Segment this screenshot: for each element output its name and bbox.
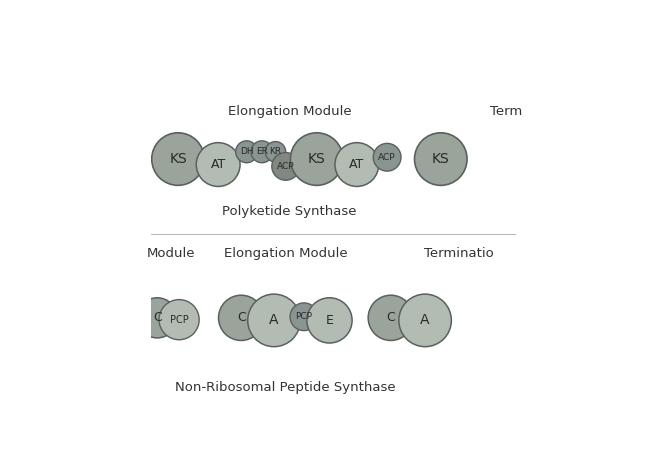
Circle shape	[265, 142, 286, 162]
Text: Elongation Module: Elongation Module	[227, 105, 351, 118]
Circle shape	[335, 143, 379, 186]
Text: Module: Module	[146, 247, 195, 261]
Text: DH: DH	[240, 147, 254, 156]
Circle shape	[272, 153, 300, 180]
Circle shape	[218, 295, 264, 340]
Circle shape	[399, 294, 451, 346]
Text: Non-Ribosomal Peptide Synthase: Non-Ribosomal Peptide Synthase	[176, 381, 396, 394]
Circle shape	[159, 300, 199, 340]
Circle shape	[248, 294, 300, 346]
Text: KS: KS	[169, 152, 187, 166]
Circle shape	[137, 298, 177, 338]
Text: PCP: PCP	[170, 315, 188, 325]
Circle shape	[236, 141, 257, 163]
Text: Term: Term	[490, 105, 523, 118]
Text: PCP: PCP	[296, 312, 313, 321]
Text: C: C	[153, 311, 162, 324]
Text: A: A	[421, 313, 430, 328]
Text: ER: ER	[256, 147, 268, 156]
Circle shape	[290, 303, 318, 331]
Text: KS: KS	[308, 152, 326, 166]
Circle shape	[415, 133, 467, 185]
Circle shape	[307, 298, 352, 343]
Circle shape	[368, 295, 413, 340]
Circle shape	[291, 133, 343, 185]
Text: KR: KR	[269, 147, 281, 156]
Text: A: A	[269, 313, 279, 328]
Text: C: C	[386, 311, 395, 324]
Circle shape	[251, 141, 273, 163]
Text: ACP: ACP	[277, 162, 294, 171]
Text: AT: AT	[211, 158, 226, 171]
Text: C: C	[237, 311, 246, 324]
Text: ACP: ACP	[378, 153, 396, 162]
Text: KS: KS	[432, 152, 450, 166]
Text: AT: AT	[349, 158, 365, 171]
Circle shape	[151, 133, 204, 185]
Circle shape	[373, 143, 401, 171]
Text: Elongation Module: Elongation Module	[224, 247, 348, 261]
Text: E: E	[326, 314, 333, 327]
Circle shape	[196, 143, 240, 186]
Text: Terminatio: Terminatio	[424, 247, 494, 261]
Text: Polyketide Synthase: Polyketide Synthase	[222, 206, 357, 219]
